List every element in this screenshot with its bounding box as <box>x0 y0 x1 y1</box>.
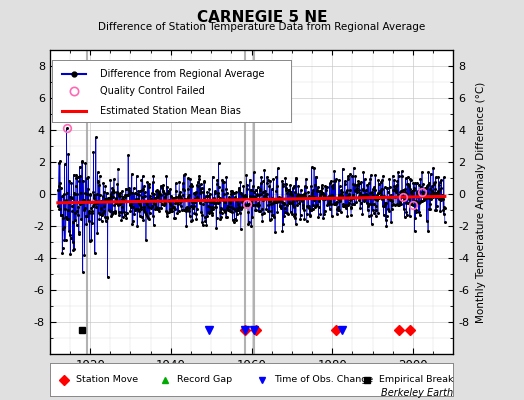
Text: Station Move: Station Move <box>76 375 138 384</box>
Y-axis label: Monthly Temperature Anomaly Difference (°C): Monthly Temperature Anomaly Difference (… <box>476 81 486 323</box>
Text: Record Gap: Record Gap <box>177 375 232 384</box>
Text: Berkeley Earth: Berkeley Earth <box>381 388 453 398</box>
Text: Estimated Station Mean Bias: Estimated Station Mean Bias <box>100 106 241 116</box>
Text: Empirical Break: Empirical Break <box>379 375 453 384</box>
Text: Difference of Station Temperature Data from Regional Average: Difference of Station Temperature Data f… <box>99 22 425 32</box>
Text: CARNEGIE 5 NE: CARNEGIE 5 NE <box>196 10 328 25</box>
Text: Quality Control Failed: Quality Control Failed <box>100 86 205 96</box>
Text: Time of Obs. Change: Time of Obs. Change <box>274 375 373 384</box>
Text: Difference from Regional Average: Difference from Regional Average <box>100 69 265 79</box>
